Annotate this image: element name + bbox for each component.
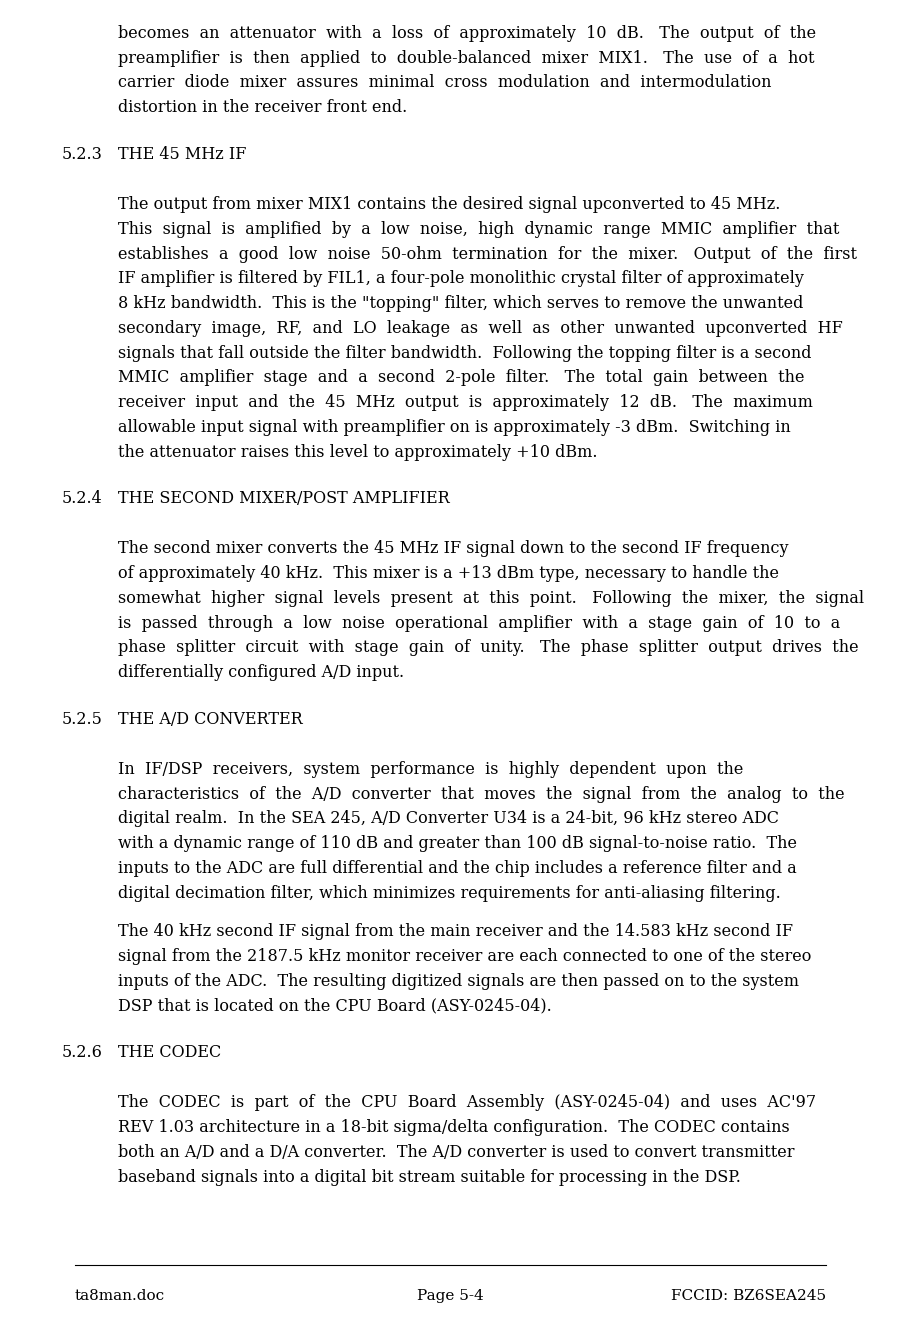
Text: DSP that is located on the CPU Board (ASY-0245-04).: DSP that is located on the CPU Board (AS… bbox=[118, 998, 551, 1014]
Text: receiver  input  and  the  45  MHz  output  is  approximately  12  dB.   The  ma: receiver input and the 45 MHz output is … bbox=[118, 393, 813, 411]
Text: THE CODEC: THE CODEC bbox=[118, 1044, 222, 1061]
Text: The  CODEC  is  part  of  the  CPU  Board  Assembly  (ASY-0245-04)  and  uses  A: The CODEC is part of the CPU Board Assem… bbox=[118, 1095, 816, 1112]
Text: somewhat  higher  signal  levels  present  at  this  point.   Following  the  mi: somewhat higher signal levels present at… bbox=[118, 590, 864, 607]
Text: characteristics  of  the  A/D  converter  that  moves  the  signal  from  the  a: characteristics of the A/D converter tha… bbox=[118, 786, 844, 803]
Text: inputs to the ADC are full differential and the chip includes a reference filter: inputs to the ADC are full differential … bbox=[118, 860, 796, 877]
Text: preamplifier  is  then  applied  to  double-balanced  mixer  MIX1.   The  use  o: preamplifier is then applied to double-b… bbox=[118, 50, 815, 67]
Text: secondary  image,  RF,  and  LO  leakage  as  well  as  other  unwanted  upconve: secondary image, RF, and LO leakage as w… bbox=[118, 320, 842, 337]
Text: In  IF/DSP  receivers,  system  performance  is  highly  dependent  upon  the: In IF/DSP receivers, system performance … bbox=[118, 761, 743, 778]
Text: allowable input signal with preamplifier on is approximately -3 dBm.  Switching : allowable input signal with preamplifier… bbox=[118, 419, 791, 436]
Text: 5.2.5: 5.2.5 bbox=[62, 710, 103, 728]
Text: FCCID: BZ6SEA245: FCCID: BZ6SEA245 bbox=[671, 1289, 826, 1303]
Text: IF amplifier is filtered by FIL1, a four-pole monolithic crystal filter of appro: IF amplifier is filtered by FIL1, a four… bbox=[118, 270, 804, 287]
Text: The 40 kHz second IF signal from the main receiver and the 14.583 kHz second IF: The 40 kHz second IF signal from the mai… bbox=[118, 924, 793, 940]
Text: 5.2.4: 5.2.4 bbox=[62, 490, 103, 508]
Text: THE SECOND MIXER/POST AMPLIFIER: THE SECOND MIXER/POST AMPLIFIER bbox=[118, 490, 450, 508]
Text: The output from mixer MIX1 contains the desired signal upconverted to 45 MHz.: The output from mixer MIX1 contains the … bbox=[118, 196, 780, 214]
Text: THE 45 MHz IF: THE 45 MHz IF bbox=[118, 146, 246, 163]
Text: the attenuator raises this level to approximately +10 dBm.: the attenuator raises this level to appr… bbox=[118, 443, 597, 461]
Text: of approximately 40 kHz.  This mixer is a +13 dBm type, necessary to handle the: of approximately 40 kHz. This mixer is a… bbox=[118, 565, 779, 582]
Text: establishes  a  good  low  noise  50-ohm  termination  for  the  mixer.   Output: establishes a good low noise 50-ohm term… bbox=[118, 246, 857, 262]
Text: with a dynamic range of 110 dB and greater than 100 dB signal-to-noise ratio.  T: with a dynamic range of 110 dB and great… bbox=[118, 835, 797, 853]
Text: signal from the 2187.5 kHz monitor receiver are each connected to one of the ste: signal from the 2187.5 kHz monitor recei… bbox=[118, 948, 812, 966]
Text: becomes  an  attenuator  with  a  loss  of  approximately  10  dB.   The  output: becomes an attenuator with a loss of app… bbox=[118, 26, 816, 42]
Text: digital decimation filter, which minimizes requirements for anti-aliasing filter: digital decimation filter, which minimiz… bbox=[118, 885, 781, 901]
Text: both an A/D and a D/A converter.  The A/D converter is used to convert transmitt: both an A/D and a D/A converter. The A/D… bbox=[118, 1144, 795, 1160]
Text: distortion in the receiver front end.: distortion in the receiver front end. bbox=[118, 99, 407, 117]
Text: phase  splitter  circuit  with  stage  gain  of  unity.   The  phase  splitter  : phase splitter circuit with stage gain o… bbox=[118, 639, 859, 657]
Text: signals that fall outside the filter bandwidth.  Following the topping filter is: signals that fall outside the filter ban… bbox=[118, 345, 812, 361]
Text: 8 kHz bandwidth.  This is the "topping" filter, which serves to remove the unwan: 8 kHz bandwidth. This is the "topping" f… bbox=[118, 295, 804, 312]
Text: carrier  diode  mixer  assures  minimal  cross  modulation  and  intermodulation: carrier diode mixer assures minimal cros… bbox=[118, 74, 771, 91]
Text: baseband signals into a digital bit stream suitable for processing in the DSP.: baseband signals into a digital bit stre… bbox=[118, 1168, 741, 1186]
Text: 5.2.6: 5.2.6 bbox=[62, 1044, 103, 1061]
Text: MMIC  amplifier  stage  and  a  second  2-pole  filter.   The  total  gain  betw: MMIC amplifier stage and a second 2-pole… bbox=[118, 369, 805, 387]
Text: digital realm.  In the SEA 245, A/D Converter U34 is a 24-bit, 96 kHz stereo ADC: digital realm. In the SEA 245, A/D Conve… bbox=[118, 810, 779, 827]
Text: REV 1.03 architecture in a 18-bit sigma/delta configuration.  The CODEC contains: REV 1.03 architecture in a 18-bit sigma/… bbox=[118, 1119, 790, 1136]
Text: Page 5-4: Page 5-4 bbox=[417, 1289, 484, 1303]
Text: inputs of the ADC.  The resulting digitized signals are then passed on to the sy: inputs of the ADC. The resulting digitiz… bbox=[118, 972, 799, 990]
Text: THE A/D CONVERTER: THE A/D CONVERTER bbox=[118, 710, 303, 728]
Text: differentially configured A/D input.: differentially configured A/D input. bbox=[118, 665, 405, 681]
Text: ta8man.doc: ta8man.doc bbox=[75, 1289, 165, 1303]
Text: The second mixer converts the 45 MHz IF signal down to the second IF frequency: The second mixer converts the 45 MHz IF … bbox=[118, 540, 788, 557]
Text: 5.2.3: 5.2.3 bbox=[62, 146, 103, 163]
Text: is  passed  through  a  low  noise  operational  amplifier  with  a  stage  gain: is passed through a low noise operationa… bbox=[118, 615, 841, 631]
Text: This  signal  is  amplified  by  a  low  noise,  high  dynamic  range  MMIC  amp: This signal is amplified by a low noise,… bbox=[118, 220, 840, 238]
